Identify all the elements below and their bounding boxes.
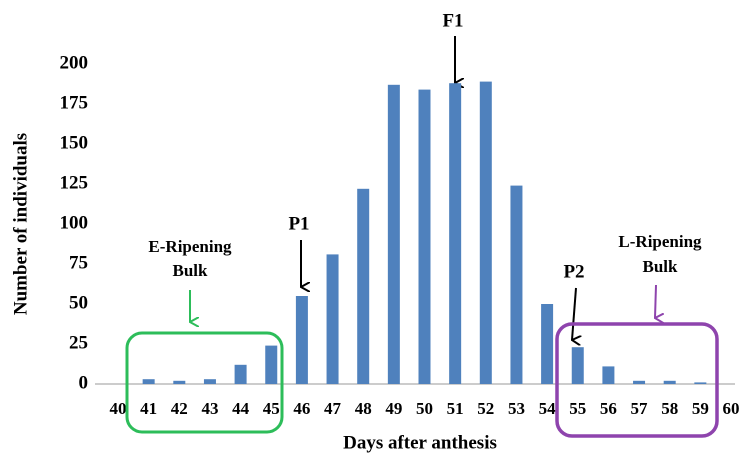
x-tick-label: 47 bbox=[324, 399, 342, 418]
bar bbox=[265, 345, 278, 384]
y-tick-label: 50 bbox=[69, 292, 88, 313]
plot-area: 0 25 50 75 100 125 150 175 200 40 41 42 43 44 45 46 47 48… bbox=[60, 52, 739, 418]
annotation: L-Ripening bbox=[618, 232, 702, 251]
bar bbox=[173, 380, 186, 384]
x-tick-label: 60 bbox=[723, 399, 739, 418]
x-tick-label: 50 bbox=[416, 399, 433, 418]
y-tick-label: 125 bbox=[60, 172, 89, 193]
x-tick-label: 43 bbox=[201, 399, 218, 418]
bar bbox=[295, 296, 308, 384]
bar bbox=[510, 185, 523, 384]
bar bbox=[633, 380, 646, 384]
bar bbox=[541, 304, 554, 384]
bar bbox=[418, 89, 431, 384]
arrow bbox=[655, 284, 656, 318]
bar bbox=[449, 83, 462, 384]
bar bbox=[694, 382, 707, 384]
x-tick-label: 57 bbox=[631, 399, 649, 418]
x-tick-label: 40 bbox=[110, 399, 127, 418]
x-tick-label: 56 bbox=[600, 399, 617, 418]
bar bbox=[234, 364, 247, 384]
bar bbox=[142, 379, 155, 384]
x-tick-label: 46 bbox=[293, 399, 310, 418]
y-tick-label: 175 bbox=[60, 92, 89, 113]
y-tick-label: 100 bbox=[60, 212, 89, 233]
highlight-box bbox=[555, 322, 719, 438]
x-tick-label: 45 bbox=[263, 399, 280, 418]
x-tick-label: 51 bbox=[447, 399, 464, 418]
y-tick-label: 25 bbox=[69, 332, 88, 353]
x-tick-label: 41 bbox=[140, 399, 157, 418]
x-tick-label: 42 bbox=[171, 399, 188, 418]
x-axis-title: Days after anthesis bbox=[343, 432, 497, 453]
y-tick-label: 150 bbox=[60, 132, 89, 153]
x-tick-label: 58 bbox=[661, 399, 678, 418]
annotation: E-Ripening bbox=[148, 237, 232, 256]
x-tick-label: 59 bbox=[692, 399, 709, 418]
highlight-box bbox=[125, 331, 284, 434]
annotation: P2 bbox=[563, 261, 584, 282]
bar bbox=[602, 366, 615, 384]
x-tick-label: 48 bbox=[355, 399, 372, 418]
bar bbox=[326, 254, 339, 384]
x-tick-label: 49 bbox=[385, 399, 402, 418]
x-tick-label: 52 bbox=[477, 399, 494, 418]
annotation: F1 bbox=[442, 10, 463, 31]
x-tick-label: 55 bbox=[569, 399, 586, 418]
x-tick-label: 54 bbox=[539, 399, 557, 418]
bar bbox=[203, 379, 216, 384]
bar bbox=[357, 188, 370, 384]
annotation: P1 bbox=[288, 213, 309, 234]
bar bbox=[479, 81, 492, 384]
bar bbox=[663, 380, 676, 384]
arrow bbox=[572, 287, 576, 340]
x-tick-label: 44 bbox=[232, 399, 250, 418]
y-tick-label: 200 bbox=[60, 52, 89, 73]
annotation: Bulk bbox=[643, 257, 679, 276]
bar bbox=[387, 84, 400, 385]
y-axis-title: Number of individuals bbox=[10, 133, 31, 315]
annotation: Bulk bbox=[173, 261, 209, 280]
x-tick-label: 53 bbox=[508, 399, 525, 418]
bar bbox=[571, 347, 584, 384]
y-tick-label: 0 bbox=[79, 372, 89, 393]
y-tick-label: 75 bbox=[69, 252, 88, 273]
